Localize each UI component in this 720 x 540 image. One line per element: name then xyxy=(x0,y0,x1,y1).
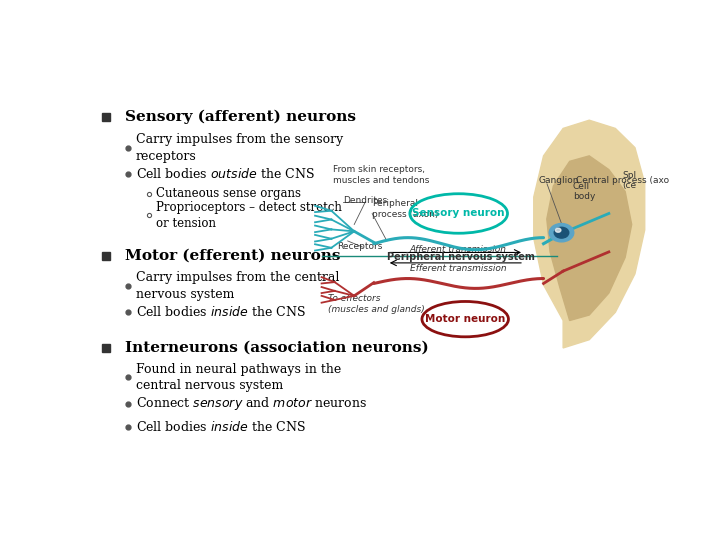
Text: Interneurons (association neurons): Interneurons (association neurons) xyxy=(125,341,428,355)
Text: Dendrites: Dendrites xyxy=(343,196,387,205)
Text: Found in neural pathways in the
central nervous system: Found in neural pathways in the central … xyxy=(136,363,341,392)
Text: Sensory (afferent) neurons: Sensory (afferent) neurons xyxy=(125,110,356,124)
Text: Cell bodies $\it{inside}$ the CNS: Cell bodies $\it{inside}$ the CNS xyxy=(136,305,305,319)
Text: Cell bodies $\it{inside}$ the CNS: Cell bodies $\it{inside}$ the CNS xyxy=(136,420,305,434)
Text: Ganglion: Ganglion xyxy=(539,176,579,185)
Text: Motor (efferent) neurons: Motor (efferent) neurons xyxy=(125,249,340,263)
Text: Motor neuron: Motor neuron xyxy=(425,314,505,324)
Text: Efferent transmission: Efferent transmission xyxy=(410,264,506,273)
Text: Carry impulses from the sensory
receptors: Carry impulses from the sensory receptor… xyxy=(136,133,343,163)
Text: Connect $\it{sensory}$ and $\it{motor}$ neurons: Connect $\it{sensory}$ and $\it{motor}$ … xyxy=(136,395,367,412)
Text: Receptors: Receptors xyxy=(337,242,382,252)
Text: From skin receptors,
muscles and tendons: From skin receptors, muscles and tendons xyxy=(333,165,429,185)
Polygon shape xyxy=(534,120,644,348)
Text: Proprioceptors – detect stretch
or tension: Proprioceptors – detect stretch or tensi… xyxy=(156,200,342,230)
Text: To effectors
(muscles and glands): To effectors (muscles and glands) xyxy=(328,294,425,314)
Text: Sensory neuron: Sensory neuron xyxy=(413,208,505,219)
Text: Peripheral nervous system: Peripheral nervous system xyxy=(387,252,535,262)
Text: Central process (axo: Central process (axo xyxy=(576,176,670,185)
Polygon shape xyxy=(546,156,631,321)
Text: Carry impulses from the central
nervous system: Carry impulses from the central nervous … xyxy=(136,271,339,301)
Circle shape xyxy=(555,228,561,232)
Text: Spl
(ce: Spl (ce xyxy=(622,171,636,190)
Circle shape xyxy=(554,227,569,238)
Text: Cutaneous sense organs: Cutaneous sense organs xyxy=(156,187,301,200)
Circle shape xyxy=(549,224,574,242)
Text: Cell bodies $\it{outside}$ the CNS: Cell bodies $\it{outside}$ the CNS xyxy=(136,167,315,181)
Text: Cell
body: Cell body xyxy=(573,182,595,201)
Text: Afferent transmission: Afferent transmission xyxy=(410,245,507,254)
Text: Peripheral
process (axon): Peripheral process (axon) xyxy=(372,199,438,219)
